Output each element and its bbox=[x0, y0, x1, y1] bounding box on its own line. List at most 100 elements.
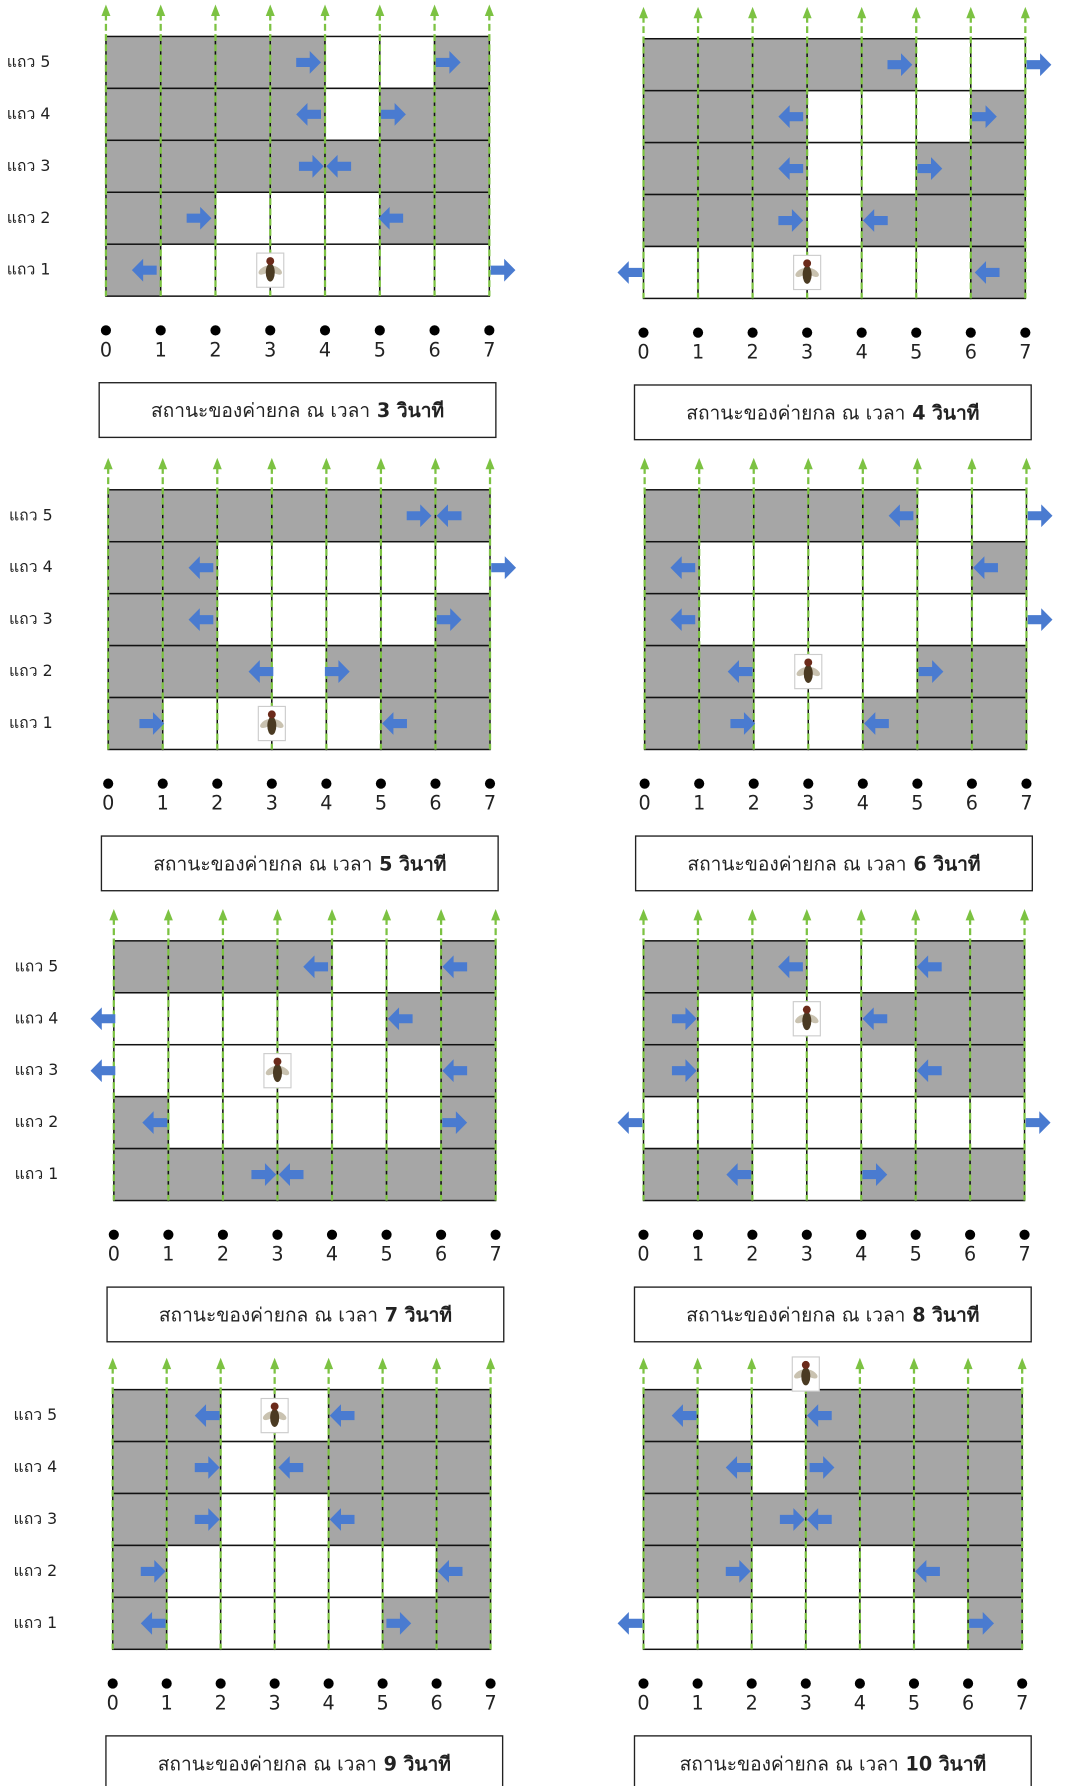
axis-dot bbox=[486, 1678, 496, 1688]
guide-arrowhead bbox=[858, 458, 867, 469]
axis-dot bbox=[911, 1230, 921, 1240]
maze-cell bbox=[645, 490, 700, 542]
guide-arrowhead bbox=[639, 1358, 648, 1369]
maze-cell bbox=[698, 143, 753, 195]
maze-cell bbox=[699, 542, 754, 594]
axis-dot bbox=[693, 1230, 703, 1240]
axis-label: 7 bbox=[483, 338, 495, 361]
guide-arrowhead bbox=[437, 909, 446, 920]
row-label: แถว 5 bbox=[7, 52, 51, 71]
maze-cell bbox=[106, 88, 161, 140]
maze-cell bbox=[808, 490, 863, 542]
axis-label: 5 bbox=[910, 341, 922, 364]
maze-cell bbox=[217, 490, 272, 542]
maze-cell bbox=[808, 698, 863, 750]
axis-label: 4 bbox=[855, 1243, 867, 1266]
maze-cell bbox=[106, 140, 161, 192]
fly-body bbox=[267, 717, 276, 735]
axis-label: 4 bbox=[326, 1243, 338, 1266]
guide-arrowhead bbox=[913, 458, 922, 469]
fly-body bbox=[803, 266, 812, 284]
axis-label: 3 bbox=[800, 1691, 812, 1714]
maze-cell bbox=[381, 646, 436, 698]
maze-cell bbox=[163, 490, 218, 542]
axis-dot bbox=[909, 1678, 919, 1688]
maze-cell bbox=[917, 594, 972, 646]
axis-dot bbox=[1021, 779, 1031, 789]
axis-dot bbox=[1020, 327, 1030, 337]
maze-cell bbox=[861, 1045, 915, 1097]
guide-arrowhead bbox=[911, 909, 920, 920]
maze-cell bbox=[221, 1493, 275, 1545]
guide-arrowhead bbox=[695, 458, 704, 469]
axis-label: 0 bbox=[100, 338, 112, 361]
maze-cell bbox=[914, 1493, 968, 1545]
caption: สถานะของค่ายกล ณ เวลา5 วินาที bbox=[153, 852, 446, 875]
row-label: แถว 5 bbox=[9, 505, 53, 524]
maze-cell bbox=[383, 1493, 437, 1545]
axis-dot bbox=[270, 1678, 280, 1688]
maze-cell bbox=[860, 1545, 914, 1597]
axis-label: 7 bbox=[484, 792, 496, 815]
maze-cell bbox=[437, 1442, 491, 1494]
maze-cell bbox=[215, 36, 270, 88]
maze-cell bbox=[861, 941, 915, 993]
axis-label: 2 bbox=[746, 1691, 758, 1714]
row-label: แถว 2 bbox=[7, 208, 51, 227]
maze-cell bbox=[223, 1097, 278, 1149]
maze-cell bbox=[326, 490, 381, 542]
maze-cell bbox=[914, 1597, 968, 1649]
guide-arrowhead bbox=[108, 1358, 117, 1369]
maze-cell bbox=[645, 646, 700, 698]
row-label: แถว 4 bbox=[15, 1008, 59, 1027]
guide-arrowhead bbox=[213, 458, 222, 469]
guide-arrowhead bbox=[273, 909, 282, 920]
axis-dot bbox=[966, 327, 976, 337]
maze-cell bbox=[916, 91, 971, 143]
maze-cell bbox=[752, 1045, 806, 1097]
maze-cell bbox=[383, 1390, 437, 1442]
axis-label: 4 bbox=[856, 341, 868, 364]
fly-body bbox=[804, 665, 813, 683]
guide-arrowhead bbox=[486, 458, 495, 469]
maze-cell bbox=[644, 143, 699, 195]
maze-cell bbox=[277, 993, 332, 1045]
axis-dot bbox=[212, 779, 222, 789]
maze-cell bbox=[970, 1097, 1024, 1149]
axis-dot bbox=[693, 327, 703, 337]
axis-label: 1 bbox=[692, 341, 704, 364]
axis-dot bbox=[429, 325, 439, 335]
maze-cell bbox=[863, 594, 918, 646]
axis-dot bbox=[803, 779, 813, 789]
maze-panel: 01234567แถว 5แถว 4แถว 3แถว 2แถว 1สถานะขอ… bbox=[14, 1358, 503, 1786]
row-label: แถว 1 bbox=[7, 260, 51, 279]
maze-cell bbox=[114, 993, 169, 1045]
axis-label: 0 bbox=[637, 1243, 649, 1266]
guide-arrowhead bbox=[491, 909, 500, 920]
maze-diagram: 01234567แถว 5แถว 4แถว 3แถว 2แถว 1สถานะขอ… bbox=[0, 0, 1065, 1786]
maze-cell bbox=[161, 36, 216, 88]
axis-dot bbox=[436, 1230, 446, 1240]
maze-cell bbox=[275, 1597, 329, 1649]
caption: สถานะของค่ายกล ณ เวลา7 วินาที bbox=[159, 1303, 452, 1326]
axis-label: 7 bbox=[1018, 1243, 1030, 1266]
axis-label: 5 bbox=[377, 1691, 389, 1714]
caption-text: สถานะของค่ายกล ณ เวลา bbox=[686, 401, 905, 424]
fly-body bbox=[273, 1064, 282, 1082]
axis-dot bbox=[378, 1678, 388, 1688]
maze-cell bbox=[329, 1442, 383, 1494]
caption-text: สถานะของค่ายกล ณ เวลา bbox=[153, 852, 372, 875]
maze-cell bbox=[644, 1493, 698, 1545]
axis-label: 0 bbox=[637, 1691, 649, 1714]
axis-dot bbox=[484, 325, 494, 335]
guide-arrowhead bbox=[1021, 7, 1030, 18]
maze-cell bbox=[698, 91, 753, 143]
axis-dot bbox=[963, 1678, 973, 1688]
maze-cell bbox=[332, 1149, 387, 1201]
maze-cell bbox=[698, 1597, 752, 1649]
guide-arrowhead bbox=[156, 5, 165, 16]
guide-arrowhead bbox=[267, 458, 276, 469]
maze-cell bbox=[215, 140, 270, 192]
maze-cell bbox=[806, 1545, 860, 1597]
